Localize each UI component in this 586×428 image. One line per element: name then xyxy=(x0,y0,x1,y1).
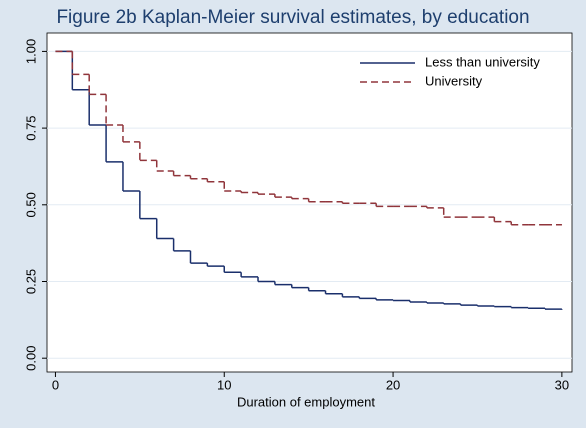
y-tick-label: 0.00 xyxy=(23,346,38,371)
x-axis-label: Duration of employment xyxy=(237,394,375,409)
x-tick-label: 10 xyxy=(217,377,231,392)
y-tick-label: 0.50 xyxy=(23,192,38,217)
y-tick-label: 0.25 xyxy=(23,269,38,294)
plot-area xyxy=(46,32,573,373)
x-tick-label: 20 xyxy=(386,377,400,392)
x-tick-label: 0 xyxy=(52,377,59,392)
legend-label: Less than university xyxy=(425,54,540,69)
legend-label: University xyxy=(425,73,483,88)
y-tick-label: 0.75 xyxy=(23,115,38,140)
x-tick-label: 30 xyxy=(555,377,569,392)
y-tick-label: 1.00 xyxy=(23,39,38,64)
chart-title: Figure 2b Kaplan-Meier survival estimate… xyxy=(56,7,529,28)
